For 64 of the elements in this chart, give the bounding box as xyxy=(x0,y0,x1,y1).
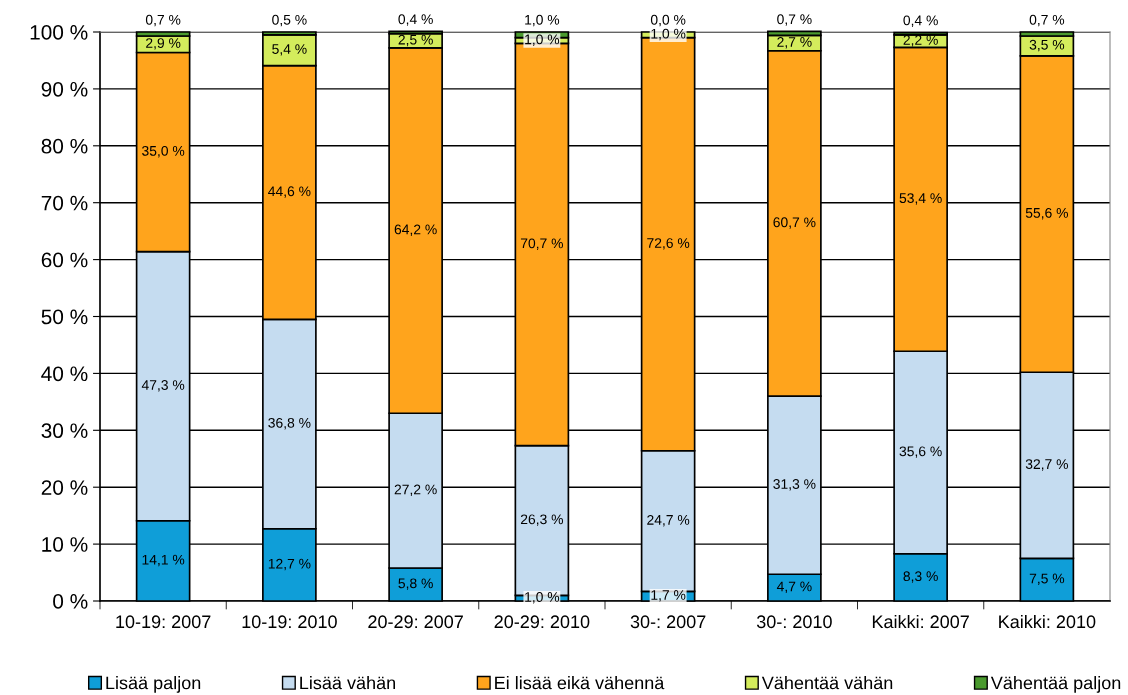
data-label: 2,7 % xyxy=(777,36,812,49)
y-tick-label: 70 % xyxy=(41,195,88,211)
data-label: 47,3 % xyxy=(141,380,185,392)
y-tick-label: 40 % xyxy=(41,366,88,382)
data-label: 1,7 % xyxy=(651,590,686,602)
data-label: 72,6 % xyxy=(647,238,690,250)
x-tick-label: 10-19: 2010 xyxy=(242,615,337,629)
data-label: 53,4 % xyxy=(899,193,942,205)
data-label: 55,6 % xyxy=(1025,207,1068,220)
y-tick-label: 100 % xyxy=(30,25,88,40)
data-label: 0,7 % xyxy=(1029,14,1065,27)
x-tick-label: 10-19: 2007 xyxy=(116,615,211,629)
legend-label: Vähentää vähän xyxy=(761,676,893,690)
data-label: 24,7 % xyxy=(647,514,690,527)
data-label: 2,2 % xyxy=(903,35,938,47)
data-label: 0,4 % xyxy=(903,15,938,27)
x-tick-label: Kaikki: 2007 xyxy=(872,614,969,629)
data-label: 7,5 % xyxy=(1029,573,1065,586)
data-label: 60,7 % xyxy=(773,217,816,229)
y-tick-label: 20 % xyxy=(41,480,88,495)
y-tick-label: 50 % xyxy=(41,309,88,325)
data-label: 12,7 % xyxy=(268,558,311,571)
y-tick-label: 30 % xyxy=(41,423,88,439)
x-tick-label: 20-29: 2007 xyxy=(368,615,463,629)
data-label: 32,7 % xyxy=(1025,459,1068,471)
legend-label: Ei lisää eikä vähennä xyxy=(495,676,665,690)
data-label: 27,2 % xyxy=(394,484,437,496)
x-tick-label: 30-: 2010 xyxy=(756,615,832,629)
data-label: 4,7 % xyxy=(776,581,812,593)
legend-label: Lisää paljon xyxy=(106,676,201,693)
legend-label: Vähentää paljon xyxy=(990,676,1121,693)
x-tick-label: Kaikki: 2010 xyxy=(999,614,1096,629)
data-label: 1,0 % xyxy=(525,592,560,604)
y-tick-label: 60 % xyxy=(41,252,88,268)
data-label: 2,5 % xyxy=(398,34,433,47)
data-label: 0,5 % xyxy=(272,14,307,27)
data-label: 8,3 % xyxy=(903,571,938,583)
x-tick-label: 20-29: 2010 xyxy=(494,615,590,629)
data-label: 35,0 % xyxy=(142,145,185,158)
data-label: 64,2 % xyxy=(394,224,437,236)
data-label: 70,7 % xyxy=(520,238,563,250)
data-label: 35,6 % xyxy=(899,446,942,458)
y-tick-label: 10 % xyxy=(42,537,88,552)
data-label: 44,6 % xyxy=(268,186,311,198)
y-tick-label: 0 % xyxy=(53,594,88,609)
data-label: 1,0 % xyxy=(525,14,560,27)
data-label: 0,0 % xyxy=(650,14,686,27)
y-tick-label: 90 % xyxy=(41,81,88,97)
data-label: 0,4 % xyxy=(398,14,433,26)
data-label: 1,0 % xyxy=(651,28,686,41)
data-label: 5,8 % xyxy=(398,578,433,590)
data-label: 0,7 % xyxy=(777,14,812,26)
data-label: 5,4 % xyxy=(272,44,307,56)
data-label: 26,3 % xyxy=(520,514,563,526)
data-label: 3,5 % xyxy=(1029,39,1065,52)
data-label: 2,9 % xyxy=(146,38,181,50)
data-label: 0,7 % xyxy=(145,14,181,27)
y-tick-label: 80 % xyxy=(41,138,88,154)
legend-label: Lisää vähän xyxy=(300,676,395,690)
data-label: 36,8 % xyxy=(268,417,311,430)
data-label: 31,3 % xyxy=(773,479,816,491)
data-label: 14,1 % xyxy=(142,554,185,567)
x-tick-label: 30-: 2007 xyxy=(630,615,706,629)
data-label: 1,0 % xyxy=(525,34,560,46)
